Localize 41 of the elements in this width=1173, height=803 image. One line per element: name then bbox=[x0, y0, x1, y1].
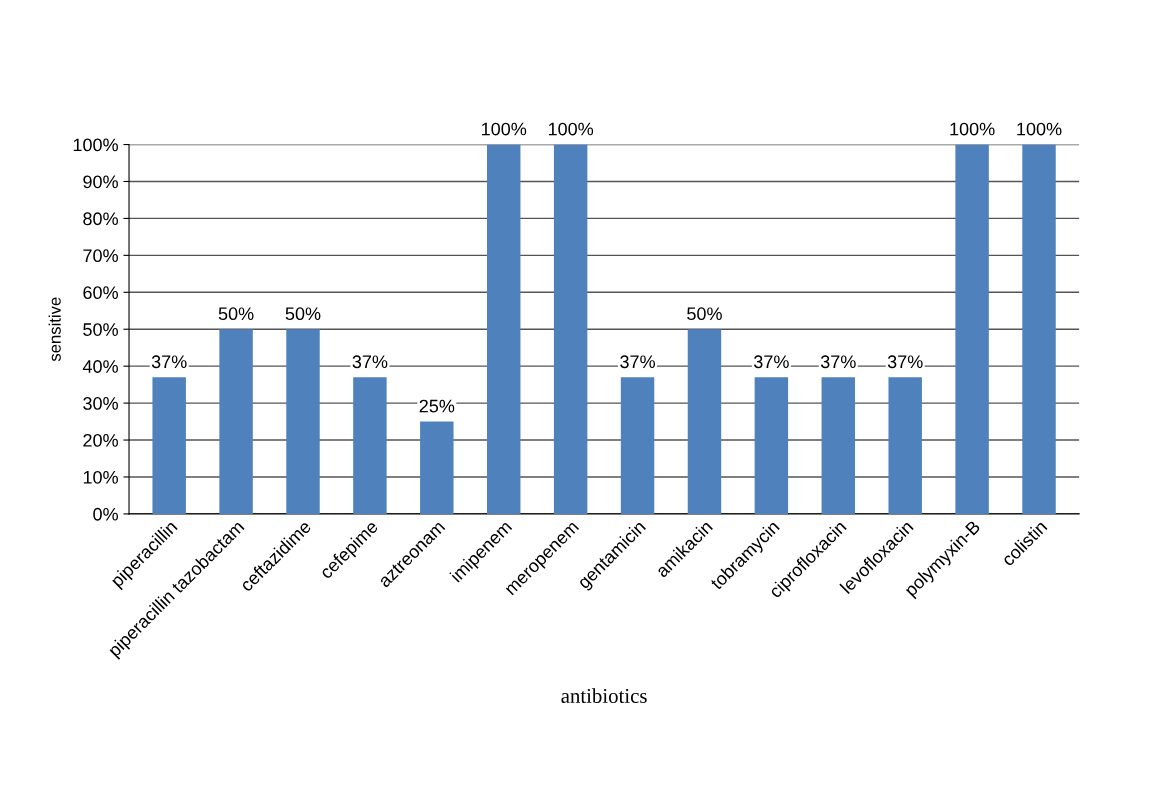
y-tick-label: 30% bbox=[83, 397, 118, 410]
data-label: 37% bbox=[352, 355, 388, 369]
data-label: 37% bbox=[753, 355, 789, 369]
y-tick-label: 40% bbox=[82, 360, 118, 373]
data-label: 100% bbox=[1017, 122, 1062, 136]
y-tick-label: 20% bbox=[83, 433, 118, 447]
bar bbox=[754, 377, 789, 514]
data-label: 37% bbox=[887, 355, 923, 369]
bar bbox=[888, 377, 922, 514]
y-tick-label: 10% bbox=[83, 470, 118, 484]
y-tick-label: 70% bbox=[83, 249, 118, 263]
data-label: 37% bbox=[820, 355, 856, 369]
y-tick-label: 0% bbox=[93, 507, 118, 521]
y-axis-title: sensitive bbox=[48, 297, 61, 362]
data-label: 100% bbox=[482, 122, 527, 136]
bar bbox=[821, 377, 856, 514]
data-label: 100% bbox=[950, 122, 995, 136]
x-axis-title: antibiotics bbox=[561, 688, 647, 703]
bar bbox=[687, 329, 722, 514]
bar bbox=[487, 144, 521, 514]
bar bbox=[955, 144, 989, 514]
bar bbox=[553, 144, 588, 514]
bar bbox=[152, 377, 186, 514]
bar bbox=[1022, 144, 1056, 514]
bar bbox=[620, 377, 655, 514]
data-label: 50% bbox=[687, 307, 722, 321]
bar bbox=[286, 329, 320, 514]
data-label: 50% bbox=[285, 307, 321, 321]
bar bbox=[219, 329, 253, 514]
data-label: 100% bbox=[548, 122, 594, 136]
data-label: 37% bbox=[620, 355, 655, 369]
data-label: 37% bbox=[151, 355, 187, 369]
y-tick-label: 50% bbox=[83, 323, 118, 336]
y-tick-label: 60% bbox=[83, 286, 118, 300]
y-tick-label: 80% bbox=[83, 212, 118, 226]
bar bbox=[353, 377, 387, 514]
y-tick-label: 100% bbox=[73, 138, 118, 152]
data-label: 25% bbox=[419, 399, 455, 413]
data-label: 50% bbox=[218, 307, 254, 321]
bar bbox=[420, 421, 454, 514]
y-tick-label: 90% bbox=[83, 175, 118, 189]
